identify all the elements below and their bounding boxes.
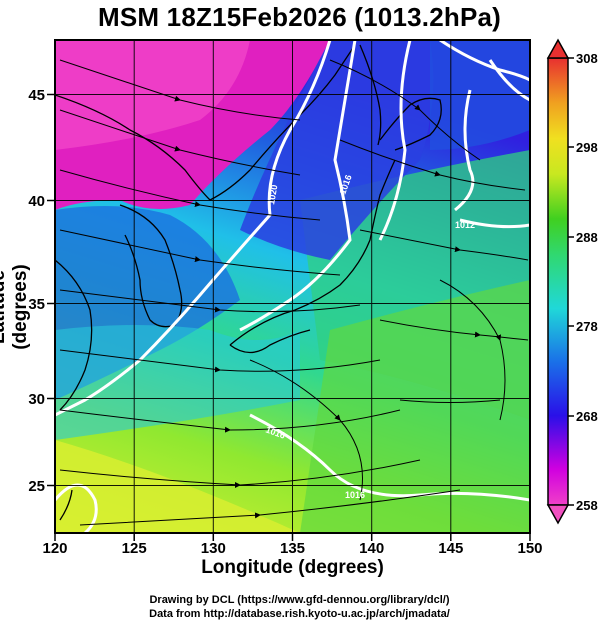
drawing-credit: Drawing by DCL (https://www.gfd-dennou.o…: [149, 594, 450, 606]
colorbar-upper-arrow: [546, 38, 570, 59]
isobar-label: 1016: [345, 490, 365, 500]
colorbar-label: 298: [576, 140, 598, 155]
y-axis-label: Latitude (degrees): [0, 264, 31, 350]
colorbar-lower-arrow: [546, 504, 570, 525]
x-axis: [54, 533, 531, 541]
x-tick-label: 130: [201, 540, 226, 557]
x-tick-label: 150: [517, 540, 542, 557]
colorbar-label: 268: [576, 409, 598, 424]
isobars: [55, 40, 530, 533]
y-tick-label: 25: [28, 478, 45, 495]
colorbar-label: 288: [576, 230, 598, 245]
y-tick-label: 30: [28, 391, 45, 408]
x-tick-label: 125: [122, 540, 147, 557]
colorbar: 308 298 288 278 268 258: [546, 38, 598, 525]
x-tick-label: 120: [42, 540, 67, 557]
y-tick-label: 45: [28, 87, 45, 104]
isobar-labels: 1020 1016 1016 1016 1012: [264, 173, 475, 500]
colorbar-label: 258: [576, 498, 598, 513]
isobar-label: 1020: [266, 184, 279, 205]
y-tick-label: 40: [28, 193, 45, 210]
y-axis: [47, 93, 55, 487]
x-tick-label: 135: [280, 540, 305, 557]
streamlines: [59, 59, 529, 526]
x-tick-label: 145: [438, 540, 463, 557]
chart-title: MSM 18Z15Feb2026 (1013.2hPa): [97, 2, 501, 32]
y-tick-labels: 45 40 35 30 25: [28, 87, 45, 495]
data-credit: Data from http://database.rish.kyoto-u.a…: [149, 608, 450, 620]
x-axis-label: Longitude (degrees): [201, 557, 384, 578]
x-tick-labels: 120 125 130 135 140 145 150: [42, 540, 542, 557]
colorbar-label: 278: [576, 319, 598, 334]
y-tick-label: 35: [28, 296, 45, 313]
isobar-label: 1012: [455, 220, 475, 230]
lat-lon-grid: [55, 40, 530, 533]
x-tick-label: 140: [359, 540, 384, 557]
colorbar-label: 308: [576, 51, 598, 66]
colorbar-scale: [547, 57, 569, 506]
